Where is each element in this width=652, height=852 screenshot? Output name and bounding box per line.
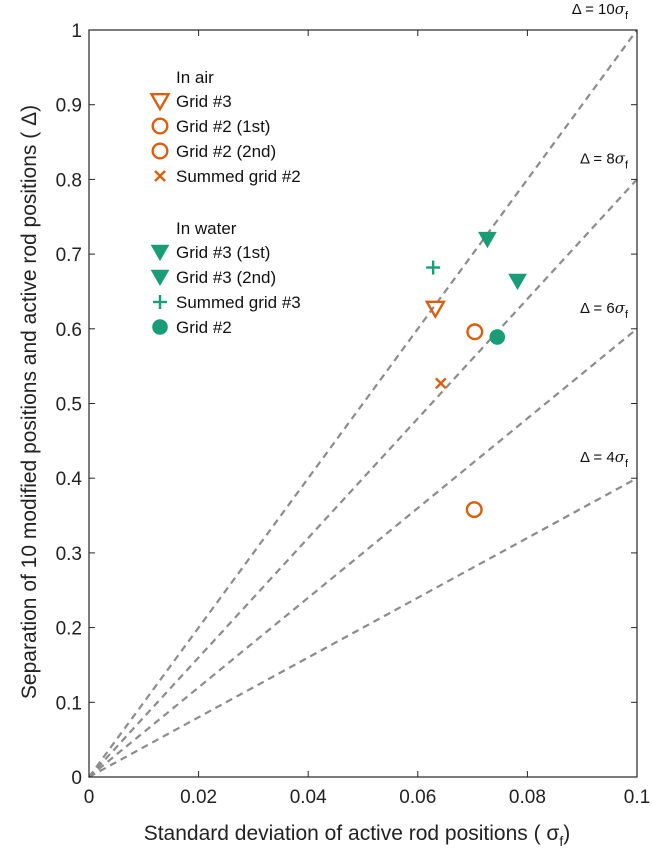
legend-group-title: In water (176, 219, 237, 238)
legend-marker (151, 142, 169, 160)
y-tick-label: 1 (71, 21, 82, 42)
legend-entry-label: Grid #2 (176, 318, 232, 337)
reference-line-label: Δ = 8σf (580, 149, 629, 171)
data-point (465, 501, 483, 519)
legend-entry-label: Summed grid #2 (176, 167, 301, 186)
y-tick-label: 0 (71, 768, 82, 789)
reference-line-label: Δ = 10σf (572, 0, 629, 22)
y-tick-label: 0.3 (56, 544, 82, 565)
y-tick-label: 0.5 (56, 395, 82, 416)
reference-lines (88, 29, 638, 778)
legend-marker (150, 269, 170, 287)
legend: In air Grid #3 Grid #2 (1st) Grid #2 (2nd) S… (149, 68, 301, 337)
x-axis-ticks: 0 0.02 0.04 0.06 0.08 0.1 (84, 30, 650, 808)
reference-line (88, 29, 638, 778)
data-point (489, 329, 506, 345)
data-point (466, 323, 484, 341)
data-point (434, 377, 447, 390)
reference-line-label: Δ = 4σf (580, 448, 629, 470)
legend-entry-label: Grid #3 (2nd) (176, 268, 276, 287)
x-tick-label: 0.06 (399, 787, 436, 808)
y-axis-ticks: 0 0.1 0.2 0.3 0.4 0.5 0.6 0.7 0.8 0.9 1 (56, 21, 637, 789)
legend-marker (154, 170, 166, 182)
data-points (424, 231, 527, 519)
x-tick-label: 0 (84, 787, 95, 808)
x-tick-label: 0.08 (509, 787, 546, 808)
data-point (424, 300, 446, 320)
reference-line (88, 178, 638, 778)
legend-entry-label: Grid #2 (2nd) (176, 142, 276, 161)
x-axis-label: Standard deviation of active rod positio… (144, 822, 571, 849)
legend-marker (149, 92, 171, 112)
y-axis-label: Separation of 10 modified positions and … (18, 105, 41, 699)
legend-marker (153, 295, 167, 309)
y-tick-label: 0.1 (56, 693, 82, 714)
legend-entry-label: Grid #2 (1st) (176, 117, 270, 136)
data-point (478, 231, 497, 249)
legend-entry-label: Grid #3 (1st) (176, 243, 270, 262)
legend-marker (150, 244, 170, 262)
x-tick-label: 0.04 (290, 787, 327, 808)
data-point (426, 260, 441, 275)
reference-line-labels: Δ = 10σf Δ = 8σf Δ = 6σf Δ = 4σf (572, 0, 629, 470)
legend-group-title: In air (176, 68, 214, 87)
y-tick-label: 0.4 (56, 469, 83, 490)
data-point (508, 273, 527, 291)
legend-entry-label: Grid #3 (176, 92, 232, 111)
legend-marker (152, 319, 168, 335)
y-tick-label: 0.6 (56, 320, 82, 341)
legend-entry-label: Summed grid #3 (176, 293, 301, 312)
reference-line-label: Δ = 6σf (580, 299, 629, 321)
y-tick-label: 0.9 (56, 96, 82, 117)
reference-line (88, 327, 638, 778)
y-tick-label: 0.8 (56, 170, 82, 191)
x-tick-label: 0.1 (624, 787, 650, 808)
reference-line (88, 477, 638, 778)
legend-marker (151, 117, 169, 135)
y-tick-label: 0.7 (56, 245, 82, 266)
y-tick-label: 0.2 (56, 619, 82, 640)
x-tick-label: 0.02 (180, 787, 217, 808)
